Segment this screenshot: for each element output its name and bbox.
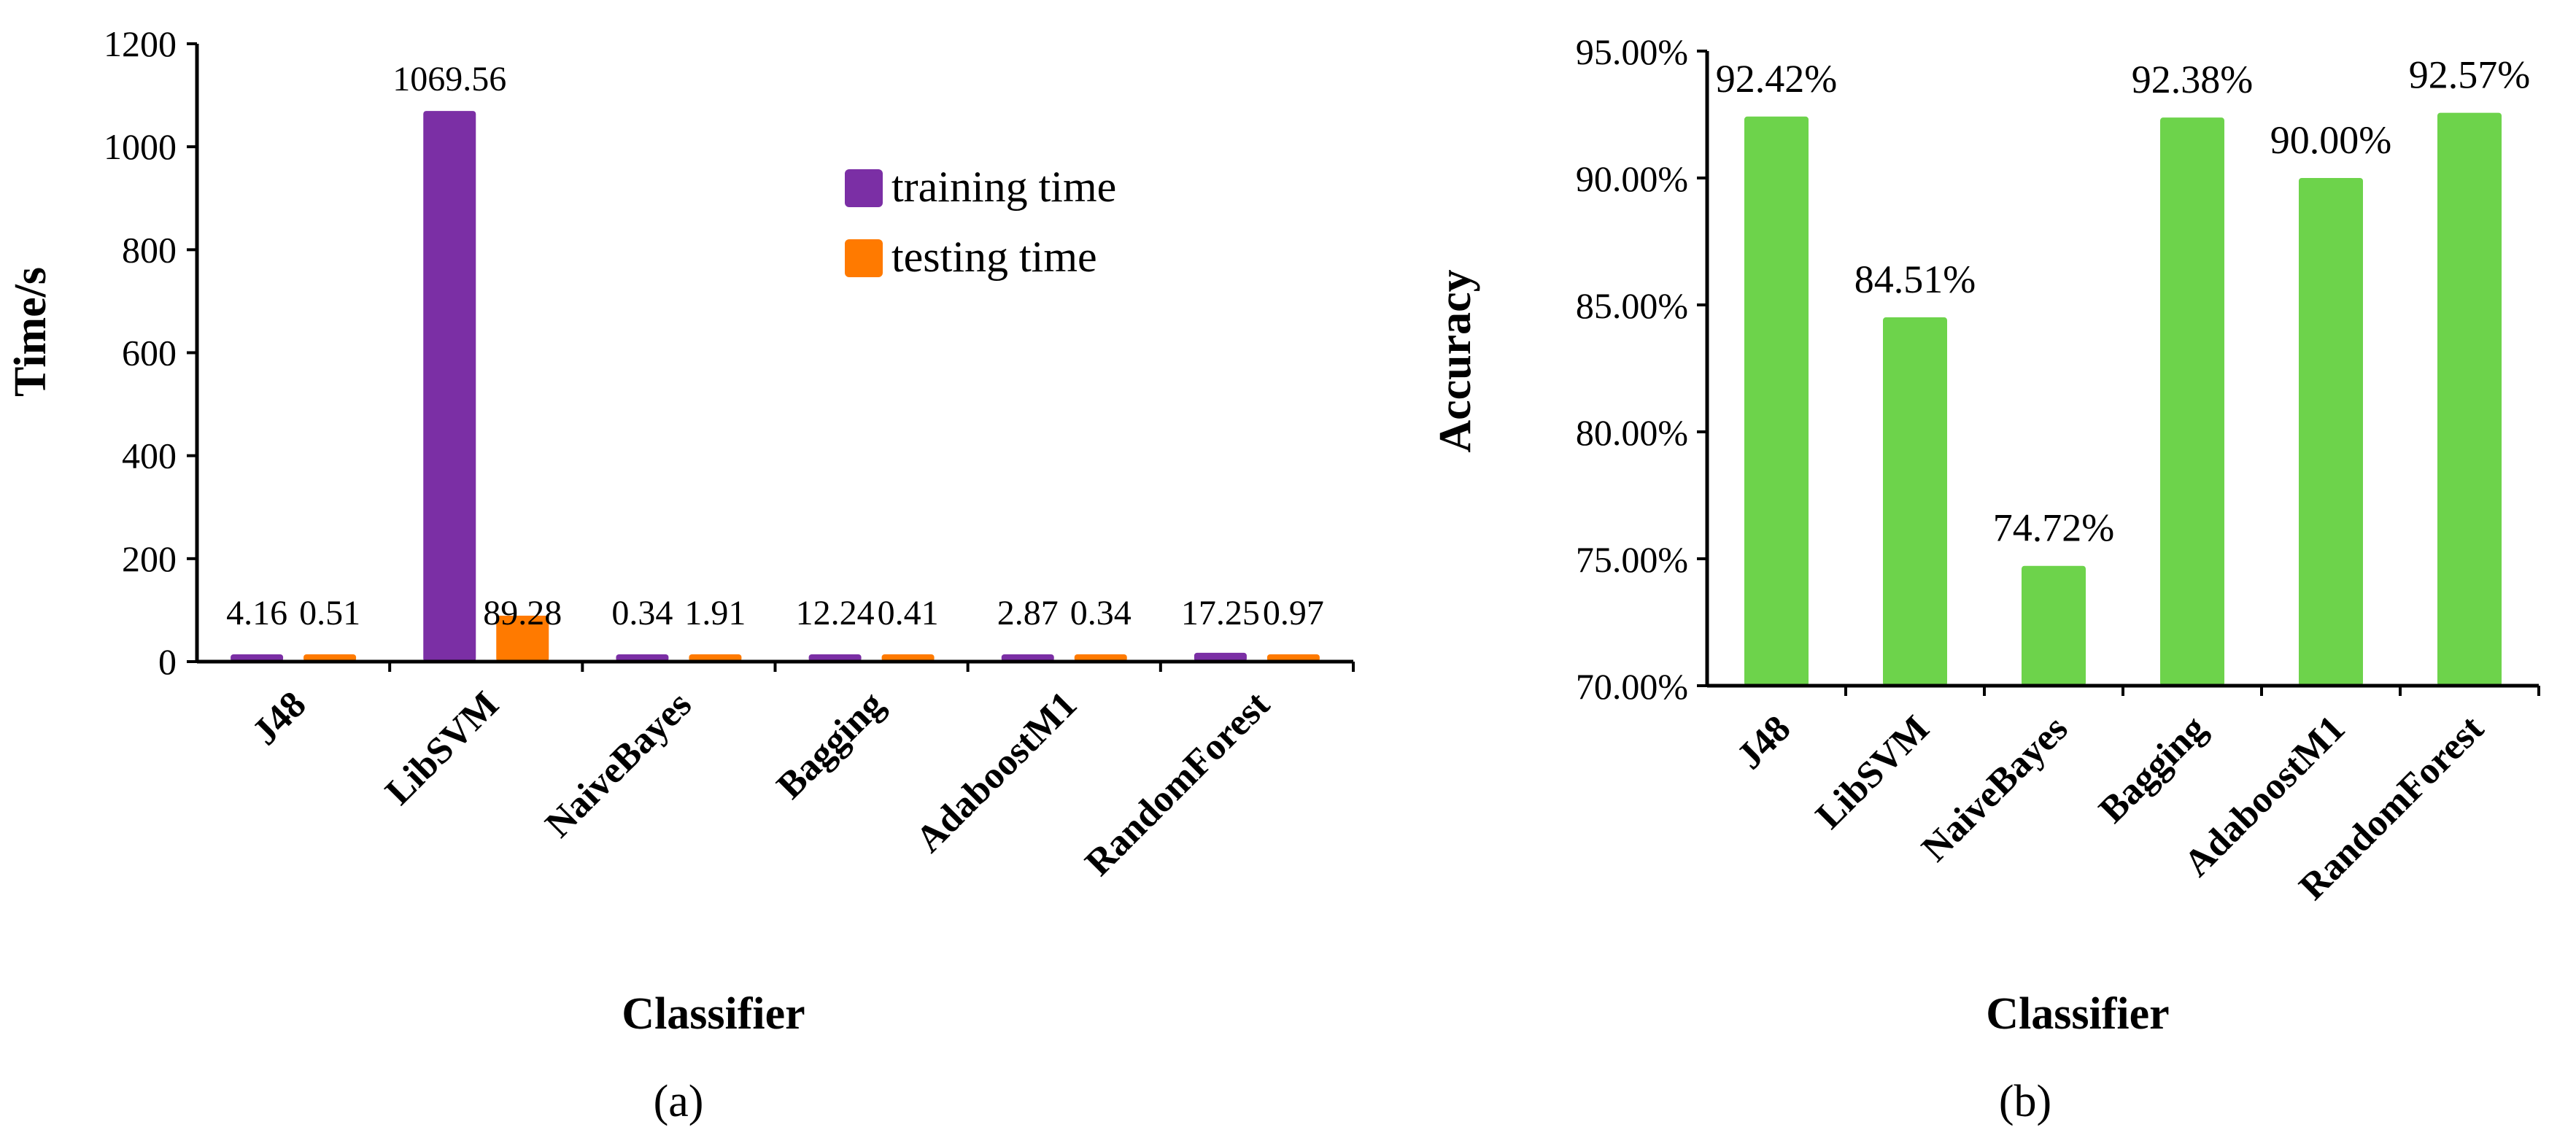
chart-a-category-label: LibSVM [378,684,507,813]
chart-a-y-tick-label: 200 [122,538,177,579]
chart-b-bar [1744,116,1809,686]
chart-b-bar [2437,112,2502,686]
chart-a-category-label: Bagging [769,684,892,807]
chart-a-data-label: 89.28 [483,594,562,632]
chart-b-data-label: 92.42% [1716,57,1837,101]
chart-a-data-label: 2.87 [997,594,1059,632]
chart-a-ylabel: Time/s [6,267,55,397]
chart-a-legend-label: testing time [891,233,1097,281]
chart-a-data-label: 1069.56 [392,60,506,98]
chart-b-data-label: 74.72% [1993,506,2114,550]
chart-a-data-label: 1.91 [684,594,746,632]
chart-b-y-tick-label: 95.00% [1576,31,1688,72]
chart-b-xlabel: Classifier [1986,989,2169,1039]
chart-a-legend: training time testing time [845,163,1116,281]
chart-b-data-label: 92.38% [2132,58,2253,101]
chart-b-y-tick-label: 70.00% [1576,666,1688,707]
chart-b-category-label: J48 [1729,708,1798,777]
chart-b-ylabel: Accuracy [1431,269,1480,452]
chart-a-data-label: 4.16 [226,594,287,632]
chart-a-category-label: AdaboostM1 [908,684,1086,861]
chart-a-xlabel: Classifier [622,989,805,1039]
chart-b-y-tick-label: 90.00% [1576,158,1688,199]
chart-b-y-tick-label: 75.00% [1576,539,1688,580]
chart-b-data-label: 90.00% [2270,118,2391,162]
chart-a-legend-swatch-testing [845,239,883,277]
chart-a-category-label: J48 [244,684,314,753]
chart-a-data-label: 0.41 [878,594,939,632]
chart-a-bar-training [1194,652,1247,662]
chart-a-y-tick-label: 1000 [104,126,177,167]
chart-b-bar [1883,317,1947,686]
chart-a: Time/s Classifier (a) training time testi… [6,23,1355,1126]
chart-a-category-label: RandomForest [1078,684,1278,884]
chart-a-panel-label: (a) [654,1077,704,1126]
chart-a-y-tick-label: 600 [122,333,177,373]
chart-a-y-tick-label: 0 [158,641,177,682]
chart-b-bar [2160,117,2224,686]
chart-a-data-label: 12.24 [796,594,875,632]
chart-a-y-tick-label: 1200 [104,23,177,64]
chart-b-data-label: 84.51% [1854,258,1976,301]
chart-a-data-label: 0.34 [611,594,673,632]
chart-b-panel-label: (b) [1999,1077,2051,1126]
chart-a-legend-label: training time [891,163,1116,211]
chart-b-category-label: NaiveBayes [1914,708,2076,870]
chart-b-y-tick-label: 80.00% [1576,412,1688,453]
chart-a-data-label: 17.25 [1181,594,1260,632]
chart-a-bar-training [423,111,476,662]
chart-b-data-label: 92.57% [2409,53,2530,97]
chart-b-category-label: LibSVM [1808,708,1937,837]
chart-b-bar [2299,178,2363,686]
chart-b-y-tick-label: 85.00% [1576,285,1688,326]
chart-b-bar [2022,565,2086,686]
chart-a-category-label: NaiveBayes [538,684,700,845]
chart-b: Accuracy Classifier (b) 70.00% 75.00% 80.0… [1431,31,2540,1126]
chart-a-data-label: 0.34 [1070,594,1132,632]
chart-a-y-tick-label: 800 [122,229,177,270]
chart-a-data-label: 0.97 [1263,594,1324,632]
chart-b-category-label: Bagging [2091,708,2214,831]
chart-a-legend-swatch-training [845,169,883,207]
chart-a-bar-testing [496,615,549,662]
chart-a-data-label: 0.51 [299,594,360,632]
chart-a-y-tick-label: 400 [122,435,177,476]
